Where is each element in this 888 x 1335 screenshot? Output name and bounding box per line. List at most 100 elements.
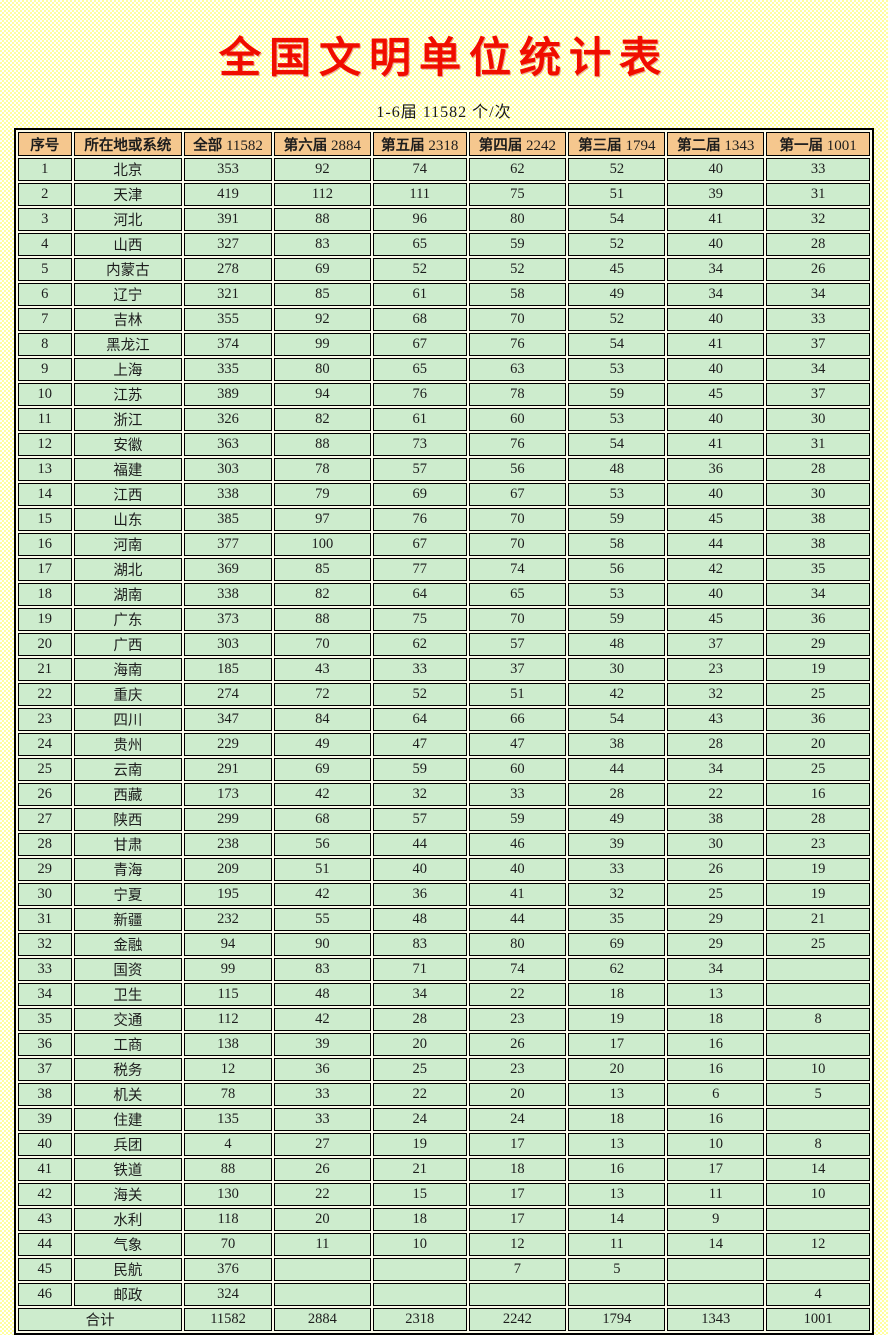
value-cell: 70: [273, 633, 371, 657]
region-name-cell: 宁夏: [73, 883, 183, 907]
value-cell: 42: [273, 883, 371, 907]
value-cell: 51: [468, 683, 567, 707]
column-header-count: 2884: [327, 137, 362, 154]
value-cell: 40: [667, 583, 765, 607]
row-index-cell: 11: [18, 408, 72, 432]
region-name-cell: 卫生: [73, 983, 183, 1007]
region-name-cell: 湖北: [73, 558, 183, 582]
value-cell: 48: [568, 633, 666, 657]
value-cell: 19: [766, 658, 870, 682]
value-cell: 45: [568, 258, 666, 282]
value-cell: 25: [766, 933, 870, 957]
value-cell: 78: [184, 1083, 272, 1107]
value-cell: [667, 1283, 765, 1307]
value-cell: [468, 1283, 567, 1307]
value-cell: 88: [273, 433, 371, 457]
value-cell: 373: [184, 608, 272, 632]
value-cell: 299: [184, 808, 272, 832]
region-name-cell: 重庆: [73, 683, 183, 707]
row-index-cell: 18: [18, 583, 72, 607]
value-cell: 8: [766, 1008, 870, 1032]
value-cell: 347: [184, 708, 272, 732]
row-index-cell: 6: [18, 283, 72, 307]
region-name-cell: 江西: [73, 483, 183, 507]
value-cell: 99: [273, 333, 371, 357]
value-cell: 85: [273, 558, 371, 582]
total-value-cell: 1794: [568, 1308, 666, 1332]
value-cell: 23: [766, 833, 870, 857]
region-name-cell: 浙江: [73, 408, 183, 432]
value-cell: 53: [568, 583, 666, 607]
table-row: 18 湖南 338 82 64 65 53 40 34: [18, 583, 870, 607]
value-cell: 47: [372, 733, 467, 757]
value-cell: 24: [468, 1108, 567, 1132]
value-cell: 65: [372, 358, 467, 382]
value-cell: 79: [273, 483, 371, 507]
value-cell: 16: [667, 1108, 765, 1132]
value-cell: 33: [766, 308, 870, 332]
value-cell: 76: [468, 433, 567, 457]
value-cell: 324: [184, 1283, 272, 1307]
table-row: 29 青海 209 51 40 40 33 26 19: [18, 858, 870, 882]
value-cell: 28: [372, 1008, 467, 1032]
row-index-cell: 22: [18, 683, 72, 707]
value-cell: 99: [184, 958, 272, 982]
region-name-cell: 山西: [73, 233, 183, 257]
value-cell: 80: [468, 208, 567, 232]
table-row: 27 陕西 299 68 57 59 49 38 28: [18, 808, 870, 832]
value-cell: 62: [568, 958, 666, 982]
value-cell: 44: [468, 908, 567, 932]
column-header: 第五届 2318: [372, 132, 467, 157]
value-cell: 18: [468, 1158, 567, 1182]
value-cell: 4: [184, 1133, 272, 1157]
value-cell: 195: [184, 883, 272, 907]
value-cell: 19: [372, 1133, 467, 1157]
region-name-cell: 四川: [73, 708, 183, 732]
value-cell: 38: [766, 508, 870, 532]
value-cell: 75: [372, 608, 467, 632]
value-cell: [667, 1258, 765, 1282]
table-row: 7 吉林 355 92 68 70 52 40 33: [18, 308, 870, 332]
value-cell: 75: [468, 183, 567, 207]
value-cell: 67: [468, 483, 567, 507]
value-cell: 291: [184, 758, 272, 782]
value-cell: 321: [184, 283, 272, 307]
table-row: 25 云南 291 69 59 60 44 34 25: [18, 758, 870, 782]
region-name-cell: 云南: [73, 758, 183, 782]
value-cell: 326: [184, 408, 272, 432]
region-name-cell: 金融: [73, 933, 183, 957]
value-cell: 13: [568, 1183, 666, 1207]
value-cell: 74: [468, 558, 567, 582]
value-cell: 36: [667, 458, 765, 482]
row-index-cell: 14: [18, 483, 72, 507]
value-cell: 57: [468, 633, 567, 657]
table-row: 17 湖北 369 85 77 74 56 42 35: [18, 558, 870, 582]
column-header-count: 1001: [823, 137, 857, 154]
value-cell: 35: [766, 558, 870, 582]
value-cell: 48: [372, 908, 467, 932]
region-name-cell: 安徽: [73, 433, 183, 457]
value-cell: 303: [184, 633, 272, 657]
value-cell: 48: [273, 983, 371, 1007]
value-cell: 88: [273, 608, 371, 632]
value-cell: 32: [766, 208, 870, 232]
value-cell: 41: [667, 333, 765, 357]
column-header: 序号: [18, 132, 72, 157]
total-label-cell: 合计: [18, 1308, 183, 1332]
row-index-cell: 28: [18, 833, 72, 857]
value-cell: 83: [372, 933, 467, 957]
value-cell: [372, 1283, 467, 1307]
column-header: 所在地或系统: [73, 132, 183, 157]
value-cell: 30: [667, 833, 765, 857]
value-cell: 83: [273, 233, 371, 257]
value-cell: 58: [568, 533, 666, 557]
value-cell: 36: [766, 608, 870, 632]
table-row: 21 海南 185 43 33 37 30 23 19: [18, 658, 870, 682]
table-row: 35 交通 112 42 28 23 19 18 8: [18, 1008, 870, 1032]
value-cell: 363: [184, 433, 272, 457]
row-index-cell: 15: [18, 508, 72, 532]
value-cell: 49: [568, 808, 666, 832]
region-name-cell: 铁道: [73, 1158, 183, 1182]
table-row: 44 气象 70 11 10 12 11 14 12: [18, 1233, 870, 1257]
value-cell: 40: [468, 858, 567, 882]
